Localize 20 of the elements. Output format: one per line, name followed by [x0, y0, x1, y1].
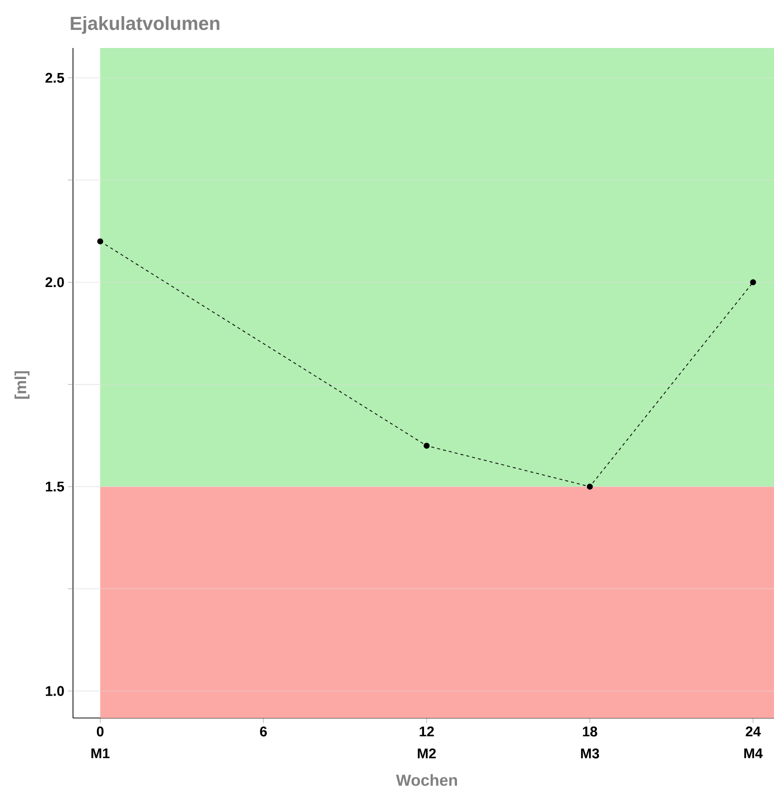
- point: [586, 484, 593, 490]
- x-axis-title: Wochen: [396, 774, 457, 786]
- x-tick-label: 24: [746, 726, 761, 736]
- x-tick-label: 6: [260, 726, 267, 736]
- x-tick-label: 12: [420, 726, 434, 736]
- point: [424, 442, 430, 449]
- text: M2: [418, 748, 436, 758]
- x-tick-label: 0: [96, 726, 104, 736]
- y-tick-label: 2.0: [45, 277, 64, 288]
- text: M1: [91, 748, 110, 758]
- text: M4: [744, 748, 763, 758]
- text: M3: [581, 748, 600, 758]
- point: [97, 238, 104, 244]
- y-tick-label: 1.5: [46, 482, 64, 492]
- chart-title: Ejakulatvolumen: [70, 16, 220, 34]
- y-axis-title: [ml]: [14, 371, 30, 399]
- point: [750, 279, 756, 286]
- x-tick-label: 18: [582, 726, 598, 736]
- y-tick-label: 2.5: [45, 72, 64, 83]
- y-tick-label: 1.0: [46, 686, 64, 696]
